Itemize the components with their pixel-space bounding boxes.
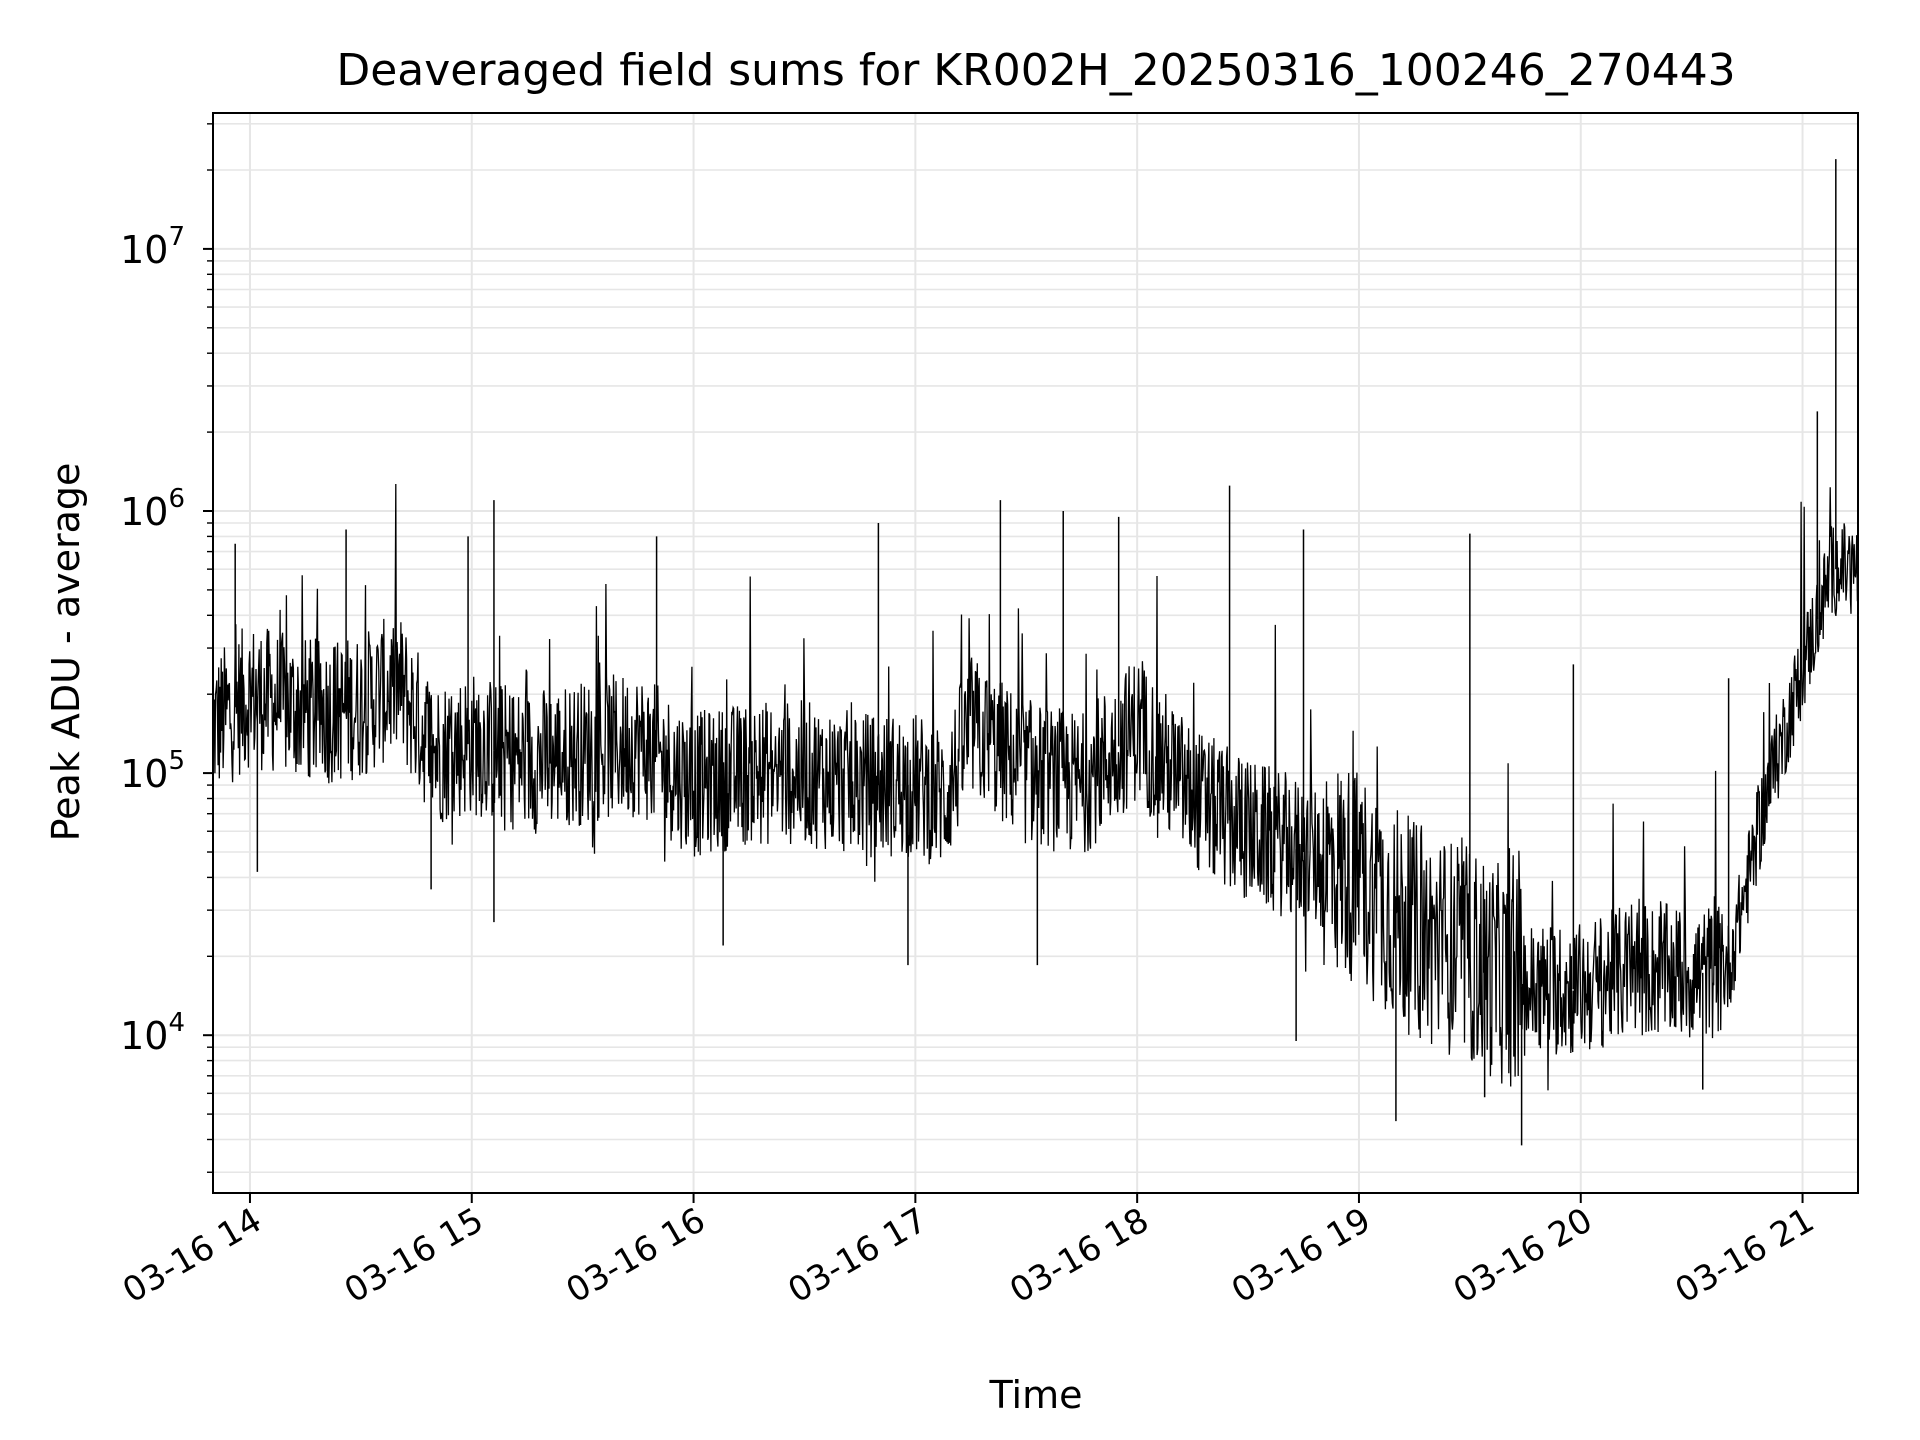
- y-tick-label: 106: [120, 484, 185, 534]
- data-series: [213, 159, 1858, 1146]
- y-axis-label: Peak ADU - average: [44, 463, 88, 842]
- plot-frame: [212, 112, 1859, 1194]
- y-tick-label: 105: [120, 746, 185, 796]
- y-axis-ticks: 104 105 106 107: [120, 123, 213, 1173]
- series-line: [213, 483, 1858, 1091]
- y-tick-label: 104: [120, 1008, 185, 1058]
- x-axis-label: Time: [989, 1373, 1083, 1417]
- chart-title: Deaveraged field sums for KR002H_2025031…: [336, 45, 1735, 96]
- y-tick-label: 107: [120, 222, 185, 272]
